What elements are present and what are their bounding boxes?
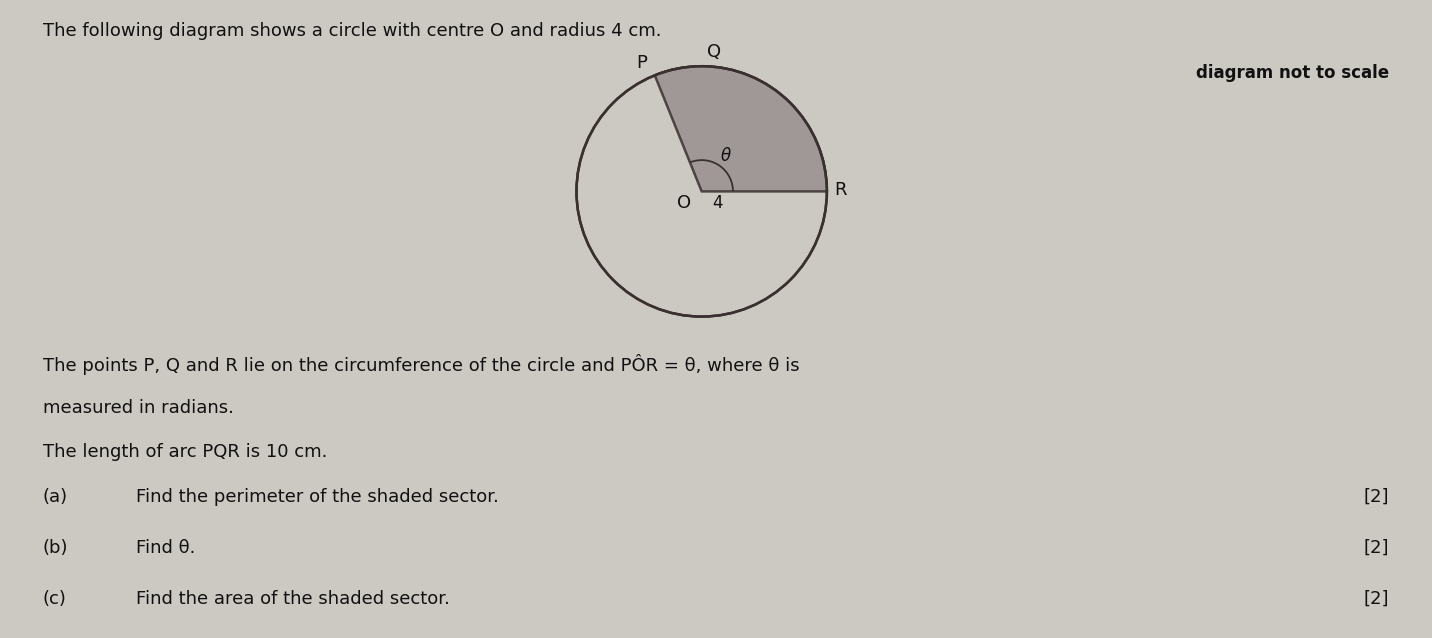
- Text: The length of arc PQR is 10 cm.: The length of arc PQR is 10 cm.: [43, 443, 328, 461]
- Text: diagram not to scale: diagram not to scale: [1196, 64, 1389, 82]
- Text: 4: 4: [712, 195, 723, 212]
- Text: Find the perimeter of the shaded sector.: Find the perimeter of the shaded sector.: [136, 488, 498, 506]
- Text: measured in radians.: measured in radians.: [43, 399, 233, 417]
- Text: [2]: [2]: [1363, 590, 1389, 608]
- Text: Find the area of the shaded sector.: Find the area of the shaded sector.: [136, 590, 450, 608]
- Text: Find θ.: Find θ.: [136, 539, 195, 557]
- Text: O: O: [677, 195, 692, 212]
- Wedge shape: [654, 66, 826, 191]
- Text: The following diagram shows a circle with centre O and radius 4 cm.: The following diagram shows a circle wit…: [43, 22, 662, 40]
- Text: P: P: [636, 54, 647, 72]
- Text: θ: θ: [720, 147, 730, 165]
- Text: (b): (b): [43, 539, 69, 557]
- Text: (c): (c): [43, 590, 67, 608]
- Text: R: R: [835, 181, 848, 199]
- Text: [2]: [2]: [1363, 488, 1389, 506]
- Circle shape: [577, 66, 826, 316]
- Text: (a): (a): [43, 488, 69, 506]
- Text: Q: Q: [707, 43, 722, 61]
- Text: [2]: [2]: [1363, 539, 1389, 557]
- Text: The points P, Q and R lie on the circumference of the circle and PÔR = θ, where : The points P, Q and R lie on the circumf…: [43, 354, 799, 375]
